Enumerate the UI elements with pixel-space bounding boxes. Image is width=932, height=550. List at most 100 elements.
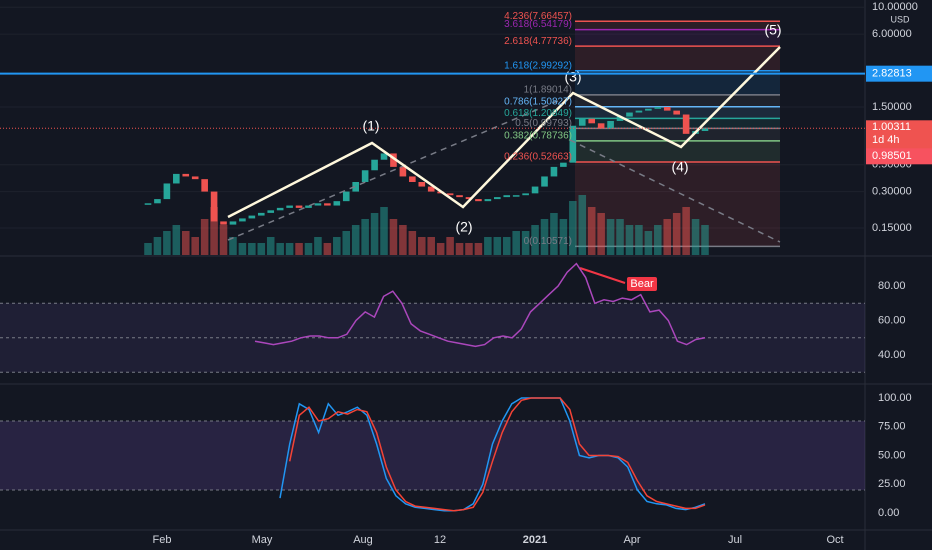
fib-label: 3.618(6.54179) bbox=[504, 19, 572, 30]
volume-bar bbox=[295, 243, 303, 255]
volume-bar bbox=[446, 237, 454, 255]
trend-line bbox=[569, 139, 781, 243]
candle bbox=[276, 207, 284, 211]
time-tick-label: Jul bbox=[728, 534, 742, 546]
volume-bar bbox=[144, 243, 152, 255]
time-tick-label: May bbox=[252, 534, 273, 546]
trend-line bbox=[227, 99, 561, 241]
fib-label: 0.5(0.99793) bbox=[515, 118, 572, 129]
volume-bar bbox=[531, 225, 539, 255]
candle bbox=[229, 221, 237, 225]
volume-bar bbox=[342, 231, 351, 255]
candle bbox=[380, 153, 388, 160]
candle bbox=[371, 159, 378, 171]
volume-bar bbox=[361, 219, 369, 255]
volume-bar bbox=[370, 213, 379, 255]
volume-bar bbox=[248, 243, 256, 255]
signal-badge bbox=[627, 277, 657, 291]
candle bbox=[409, 176, 416, 182]
volume-bar bbox=[654, 225, 662, 255]
volume-bar bbox=[644, 231, 653, 255]
volume-bar bbox=[672, 213, 681, 255]
candle bbox=[512, 195, 520, 197]
fib-zone bbox=[575, 94, 780, 107]
candle bbox=[173, 173, 180, 184]
volume-bar bbox=[474, 243, 483, 255]
volume-bar bbox=[484, 237, 492, 255]
volume-bar bbox=[502, 237, 511, 255]
candle bbox=[663, 107, 671, 111]
divergence-line bbox=[579, 267, 626, 284]
candle bbox=[673, 110, 680, 115]
price-tick-label: 10.00000 bbox=[872, 1, 918, 13]
candle bbox=[701, 128, 709, 132]
elliott-wave bbox=[227, 46, 781, 219]
volume-bar bbox=[606, 219, 615, 255]
price-tick-label: 6.00000 bbox=[872, 28, 912, 40]
stoch-k-line bbox=[279, 397, 706, 512]
candle bbox=[446, 193, 454, 196]
candle bbox=[418, 181, 426, 187]
fib-zone bbox=[575, 118, 780, 129]
candle bbox=[248, 215, 256, 219]
countdown: 1d 4h bbox=[872, 134, 900, 146]
volume-bar bbox=[521, 231, 530, 255]
time-tick-label: Feb bbox=[153, 534, 172, 546]
price-tick-label: 0.15000 bbox=[872, 222, 912, 234]
stoch-band-fill bbox=[0, 421, 865, 490]
stoch-tick-label: 75.00 bbox=[878, 421, 906, 433]
candle bbox=[550, 166, 558, 177]
price-badge-label: 2.82813 bbox=[872, 68, 912, 80]
fib-label: 1.618(2.99292) bbox=[504, 60, 572, 71]
volume-bar bbox=[663, 219, 672, 255]
stoch-tick-label: 0.00 bbox=[878, 507, 899, 519]
candle bbox=[361, 170, 369, 182]
time-tick-label: 12 bbox=[434, 534, 446, 546]
stoch-tick-label: 100.00 bbox=[878, 392, 912, 404]
candle bbox=[578, 118, 586, 126]
candle bbox=[154, 199, 161, 204]
rsi-tick-label: 80.00 bbox=[878, 280, 906, 292]
candle bbox=[682, 114, 690, 134]
wave-label: (1) bbox=[362, 118, 379, 134]
volume-bar bbox=[323, 243, 332, 255]
candle bbox=[314, 203, 322, 206]
fib-label: 0.382(0.78736) bbox=[504, 131, 572, 142]
candle bbox=[456, 195, 463, 198]
candle bbox=[267, 210, 275, 213]
volume-bar bbox=[285, 243, 294, 255]
candle bbox=[220, 221, 227, 225]
volume-bar bbox=[597, 213, 605, 255]
volume-bar bbox=[540, 219, 549, 255]
price-badge bbox=[866, 65, 932, 82]
fib-label: 1(1.89014) bbox=[524, 84, 572, 95]
time-tick-label: 2021 bbox=[523, 534, 547, 546]
candle bbox=[607, 120, 614, 129]
volume-bar bbox=[257, 243, 266, 255]
volume-bar bbox=[436, 243, 445, 255]
volume-bar bbox=[427, 237, 435, 255]
stoch-tick-label: 25.00 bbox=[878, 478, 906, 490]
volume-bar bbox=[682, 207, 690, 255]
volume-bar bbox=[399, 225, 407, 255]
volume-bar bbox=[455, 243, 464, 255]
candle bbox=[597, 123, 605, 129]
candle bbox=[484, 199, 492, 202]
volume-bar bbox=[587, 207, 596, 255]
volume-bar bbox=[266, 237, 275, 255]
volume-bar bbox=[200, 219, 209, 255]
price-badge bbox=[866, 148, 932, 165]
volume-bar bbox=[418, 237, 426, 255]
volume-bar bbox=[550, 213, 558, 255]
fib-zone bbox=[575, 21, 780, 30]
rsi-line bbox=[254, 262, 706, 348]
candle bbox=[427, 186, 435, 192]
volume-bar bbox=[569, 201, 577, 255]
candle bbox=[342, 191, 350, 202]
stoch-tick-label: 50.00 bbox=[878, 449, 906, 461]
candle bbox=[569, 125, 577, 163]
time-tick-label: Aug bbox=[353, 534, 373, 546]
candle bbox=[503, 195, 511, 198]
candle bbox=[654, 107, 662, 109]
